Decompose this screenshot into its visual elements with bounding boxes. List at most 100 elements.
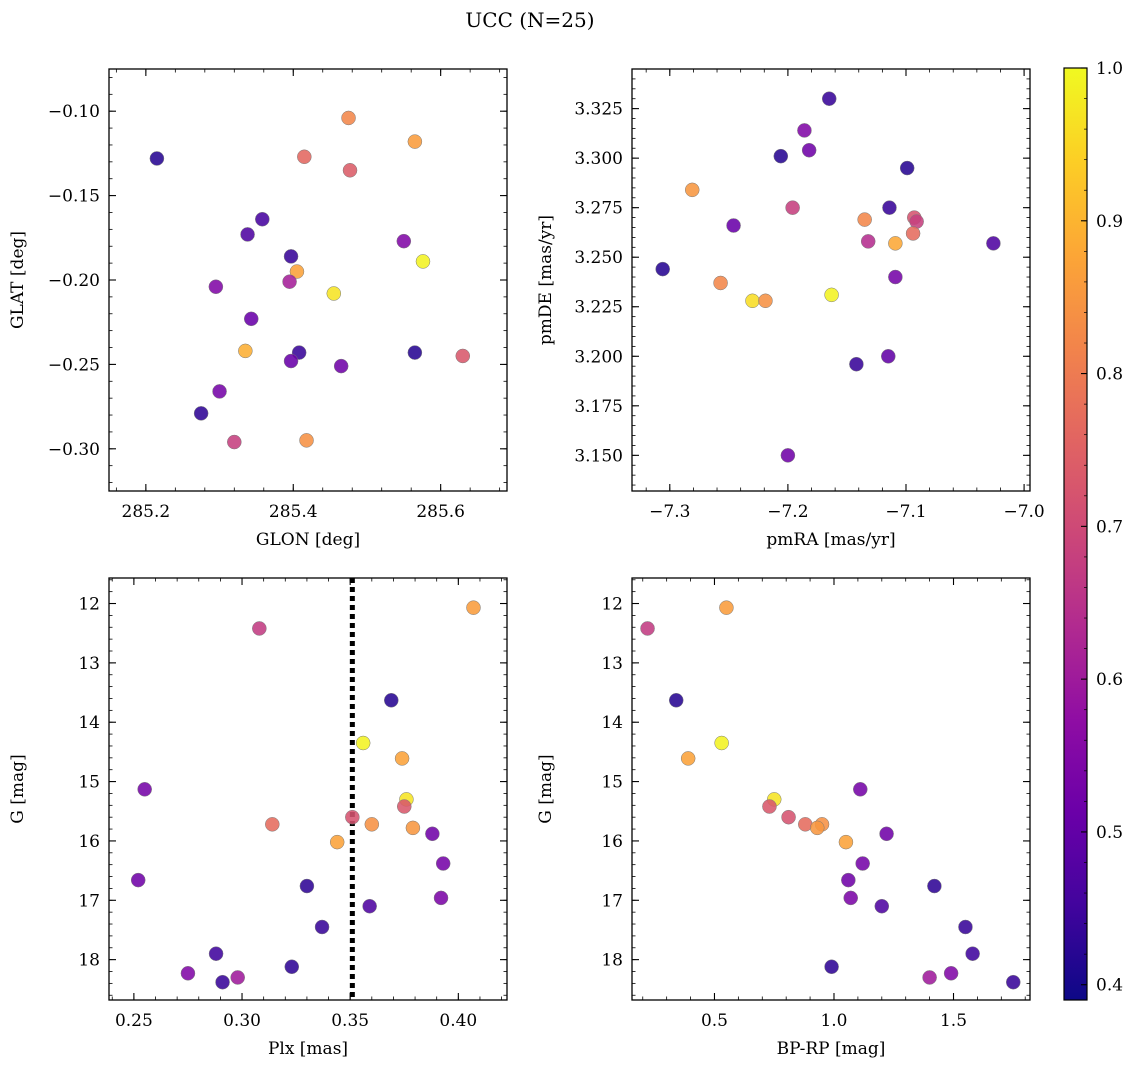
colorbar-tick-label: 1.0 [1096,59,1123,79]
colorbar-tick-label: 0.6 [1096,670,1123,690]
y-tick-label: 3.175 [574,397,623,417]
y-tick-label: 14 [78,713,100,733]
data-point [455,348,471,364]
data-point [905,226,921,241]
data-point [927,878,942,894]
data-point [857,212,872,227]
data-point [680,751,696,766]
data-point [719,600,734,615]
data-point [684,182,700,198]
y-tick-label: −0.30 [48,440,100,460]
data-point [762,799,777,814]
data-points [130,600,481,990]
data-point [640,621,655,636]
data-point [329,834,345,850]
data-point [238,343,253,359]
colorbar-gradient [1063,67,1088,1001]
data-point [797,123,812,138]
scatter-panels: 285.2 285.4 285.6 −0.10 −0.15 −0.20 −0.25 −0.30… [8,68,1045,1059]
data-point [415,254,431,269]
x-tick-label: −7.1 [885,502,926,522]
data-point [130,872,146,888]
data-point [726,218,741,233]
axes-frame [631,68,1031,492]
panel-pmra-pmde: −7.3 −7.2 −7.1 −7.0 3.150 3.175 3.200 3.225 3.25… [536,68,1045,550]
data-point [824,287,839,303]
data-point [958,919,973,935]
y-tick-label: 12 [78,595,100,615]
y-tick-label: 3.275 [574,199,623,219]
data-point [355,735,371,751]
data-point [888,269,903,285]
data-point [230,970,245,985]
x-axis-label: pmRA [mas/yr] [766,530,895,550]
data-point [435,856,451,871]
colorbar-tick-label: 0.5 [1096,823,1123,843]
axes-frame [631,577,1031,1001]
data-point [780,448,796,463]
data-point [289,264,305,279]
x-tick-label: 0.30 [223,1011,261,1031]
data-point [212,384,227,399]
data-point [943,966,959,981]
data-point [713,275,728,291]
y-tick-label: 17 [601,891,623,911]
data-point [773,148,789,164]
data-point [299,878,315,894]
data-point [284,959,300,975]
data-point [341,110,356,126]
data-point [853,782,868,797]
x-axis-label: Plx [mas] [268,1039,348,1059]
data-point [282,274,297,289]
data-point [396,233,412,249]
data-point [265,817,280,832]
y-axis-label: GLAT [deg] [8,231,28,329]
colorbar-tick-label: 0.9 [1096,212,1123,232]
data-point [407,134,423,149]
x-tick-label: 285.2 [122,502,171,522]
y-tick-label: 16 [78,832,100,852]
y-tick-label: −0.15 [48,187,100,207]
data-point [838,834,854,850]
data-point [193,406,209,421]
x-tick-label: −7.3 [649,502,690,522]
data-point [405,820,421,836]
data-point [899,160,915,176]
colorbar-tick-label: 0.4 [1096,976,1123,996]
x-tick-label: 0.40 [439,1011,477,1031]
data-point [208,279,224,295]
x-tick-label: 0.35 [331,1011,369,1031]
data-point [1006,974,1021,990]
data-point [888,236,903,251]
data-point [362,898,377,914]
y-tick-label: 13 [601,654,623,674]
y-axis-label: G [mag] [8,754,28,823]
axes-frame [108,68,508,492]
y-tick-label: 18 [601,951,623,971]
colorbar-tick-label: 0.7 [1096,517,1123,537]
x-tick-label: −7.0 [1003,502,1044,522]
y-tick-label: 3.325 [574,100,623,120]
data-point [882,200,897,215]
x-tick-label: 0.5 [701,1011,728,1031]
x-tick-label: 285.4 [269,502,318,522]
data-point [874,898,890,914]
data-point [855,856,870,871]
y-tick-label: −0.25 [48,355,100,375]
data-point [785,200,800,215]
data-point [397,799,412,814]
data-point [922,970,937,985]
panel-plx-g: 0.25 0.30 0.35 0.40 12 13 14 15 16 17 18 Plx [mas] G… [8,577,508,1059]
data-point [243,311,259,327]
axes-frame [108,577,508,1001]
x-axis-label: BP-RP [mag] [777,1039,886,1059]
data-point [714,735,729,751]
y-tick-label: −0.20 [48,271,100,291]
x-tick-label: 1.0 [820,1011,847,1031]
y-axis-label: pmDE [mas/yr] [536,215,556,345]
data-point [364,817,380,832]
colorbar: 0.4 0.5 0.6 0.7 0.8 0.9 1.0 [1063,59,1123,1001]
y-tick-label: 15 [78,773,100,793]
data-point [824,959,839,975]
